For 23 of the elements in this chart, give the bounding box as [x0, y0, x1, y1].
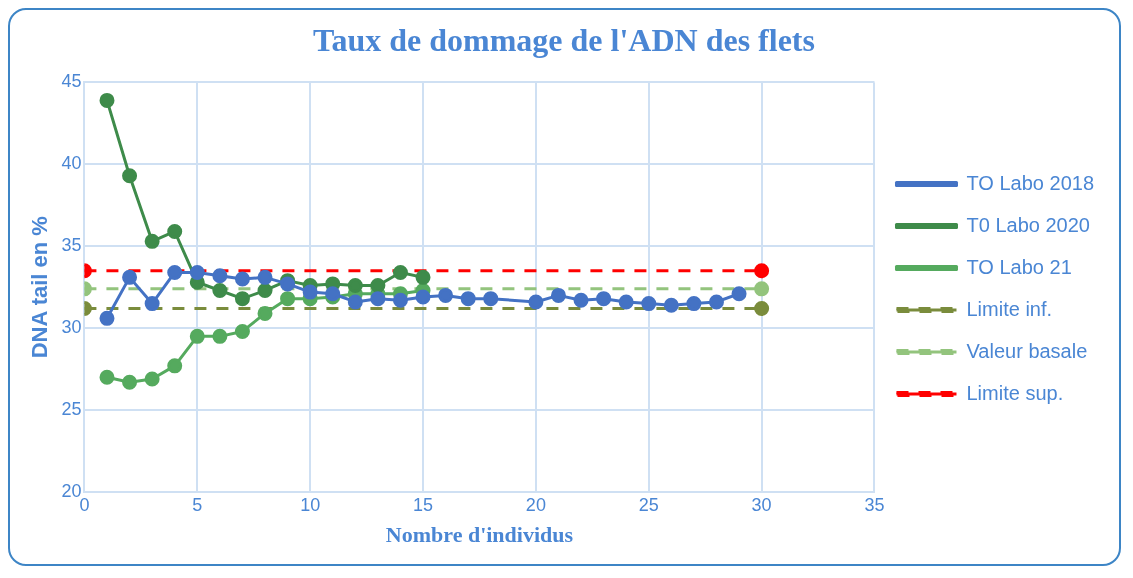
y-tick-label: 35 [61, 235, 82, 256]
legend-label: Limite inf. [966, 297, 1053, 320]
x-tick-label: 20 [525, 494, 546, 515]
x-axis-title: Nombre d'individus [385, 522, 574, 548]
y-tick-label: 45 [61, 71, 82, 92]
y-axis-title: DNA tail en % [27, 216, 53, 359]
x-tick-label: 30 [751, 494, 772, 515]
legend-label: Valeur basale [966, 339, 1088, 362]
chart-title: Taux de dommage de l'ADN des flets [313, 22, 815, 59]
x-tick-label: 25 [638, 494, 659, 515]
y-tick-label: 25 [61, 399, 82, 420]
legend-label: T0 Labo 2020 [966, 213, 1090, 236]
x-tick-label: 15 [413, 494, 434, 515]
y-tick-label: 20 [61, 480, 82, 501]
x-tick-label: 0 [79, 494, 90, 515]
x-tick-label: 35 [864, 494, 885, 515]
y-tick-label: 30 [61, 317, 82, 338]
legend-label: TO Labo 2018 [966, 171, 1095, 194]
legend-label: Limite sup. [966, 381, 1064, 404]
legend-label: TO Labo 21 [966, 255, 1072, 278]
y-tick-label: 40 [61, 153, 82, 174]
x-tick-label: 10 [300, 494, 321, 515]
x-tick-label: 5 [192, 494, 203, 515]
